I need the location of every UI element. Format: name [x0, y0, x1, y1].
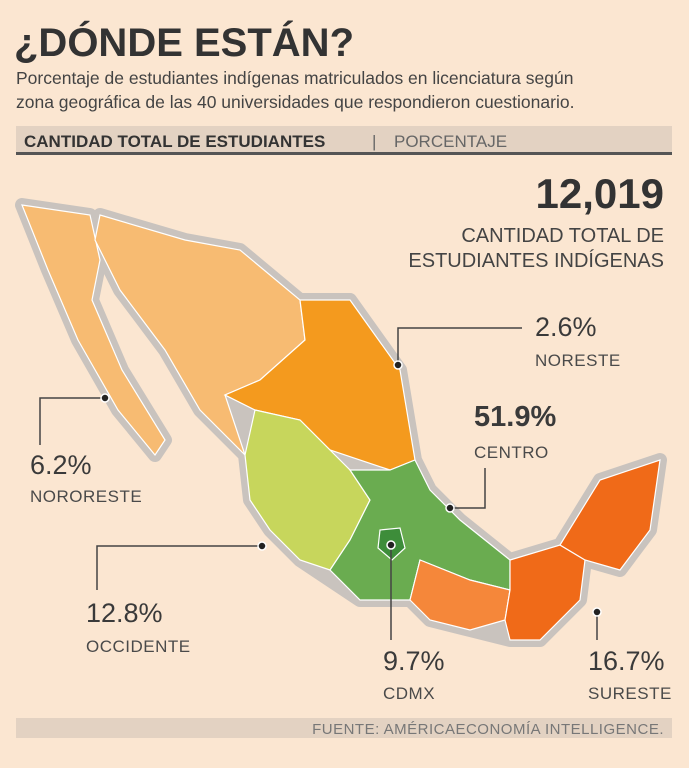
tab-separator: | [372, 132, 376, 151]
tab-left: CANTIDAD TOTAL DE ESTUDIANTES [24, 132, 325, 151]
map [15, 198, 667, 647]
region-yucatan [559, 459, 661, 571]
region-name: CENTRO [474, 443, 549, 462]
callout-line [397, 327, 522, 365]
callouts [39, 327, 602, 640]
callout-line [39, 397, 105, 445]
region-name: NORESTE [535, 351, 621, 370]
region-name: NORORESTE [30, 487, 142, 506]
subtitle: zona geográfica de las 40 universidades … [16, 92, 574, 112]
region-sureste [504, 544, 586, 641]
callout-dot [386, 540, 396, 550]
callout-line [450, 468, 486, 509]
callout-line [96, 545, 262, 590]
tab-bar [16, 126, 672, 154]
source: FUENTE: AMÉRICAECONOMÍA INTELLIGENCE. [312, 721, 664, 738]
callout-dot [393, 360, 403, 370]
region-value: 12.8% [86, 598, 163, 628]
region-value: 51.9% [474, 401, 556, 433]
subtitle: Porcentaje de estudiantes indígenas matr… [16, 68, 573, 88]
region-value: 9.7% [383, 646, 445, 676]
region-baja [21, 204, 166, 457]
tab-right: PORCENTAJE [394, 132, 507, 151]
region-name: CDMX [383, 684, 435, 703]
region-value: 16.7% [588, 646, 665, 676]
callout-dot [257, 541, 267, 551]
region-value: 2.6% [535, 312, 597, 342]
region-value: 6.2% [30, 450, 92, 480]
total-label: ESTUDIANTES INDÍGENAS [408, 249, 664, 272]
title: ¿DÓNDE ESTÁN? [14, 19, 354, 65]
total-label: CANTIDAD TOTAL DE [461, 225, 664, 247]
tab-rule [16, 152, 672, 155]
callout-dot [592, 607, 602, 617]
footer-bar [16, 718, 672, 738]
total-value: 12,019 [536, 170, 664, 217]
callout-dot [445, 503, 455, 513]
region-name: SURESTE [588, 684, 672, 703]
callout-dot [100, 393, 110, 403]
region-name: OCCIDENTE [86, 637, 191, 656]
